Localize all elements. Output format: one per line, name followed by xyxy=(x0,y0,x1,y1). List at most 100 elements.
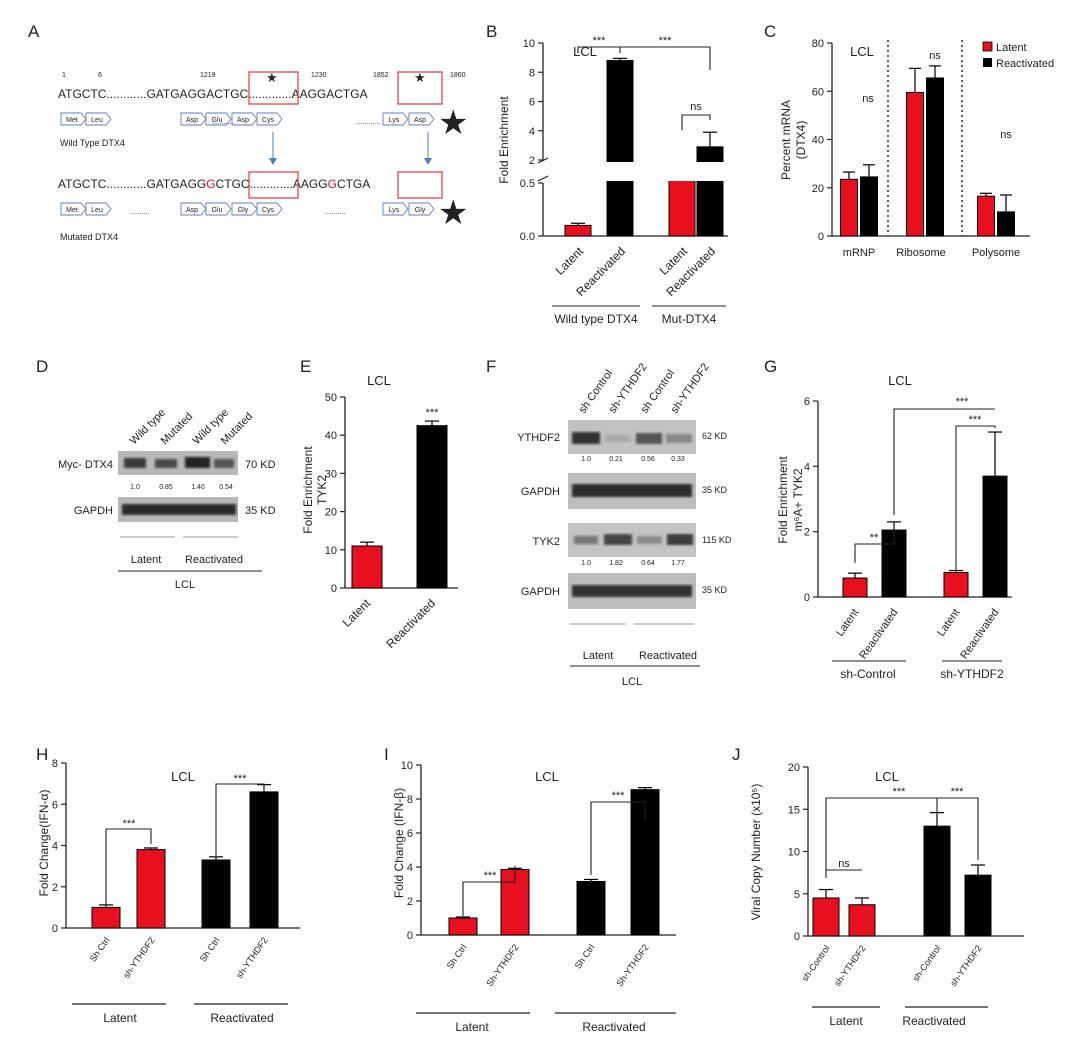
panel-g-ytick-label: 0 xyxy=(804,592,810,604)
wt-amino-acid-row: Met Leu Asp Glu Asp Cys Lys Asp xyxy=(60,112,435,126)
blot-f-group-1: Latent xyxy=(583,650,614,662)
panel-i-bar xyxy=(576,880,606,936)
blot-d-quant: 1.0 xyxy=(130,484,140,491)
panel-j-sig-2: *** xyxy=(893,786,907,798)
wt-aa-label: Asp xyxy=(186,117,198,124)
panel-i-group-1: Latent xyxy=(455,1020,489,1034)
panel-b-group-1: Wild type DTX4 xyxy=(554,312,638,326)
wt-site2-box xyxy=(397,71,443,105)
panel-letter-d: D xyxy=(36,357,48,376)
panel-c-bar xyxy=(860,176,878,237)
panel-c-ytick-label: 80 xyxy=(812,38,824,50)
mut-aa-label: Met xyxy=(66,207,78,214)
panel-h-ytick-label: 4 xyxy=(52,841,58,853)
blot-f-row-label: GAPDH xyxy=(521,486,560,498)
panel-letter-a: A xyxy=(28,22,40,41)
panel-h-xtick-label: sh-YTHDF2 xyxy=(121,935,156,980)
panel-j-xtick-label: sh-YTHDF2 xyxy=(948,943,983,988)
panel-i-ytick-label: 6 xyxy=(407,828,413,840)
panel-e-title: LCL xyxy=(367,373,391,388)
panel-c-title: LCL xyxy=(850,44,874,59)
panel-i-title: LCL xyxy=(535,769,559,784)
blot-d-quant: 0.85 xyxy=(159,484,173,491)
position-6: 6 xyxy=(98,72,102,79)
panel-h-ylabel: Fold Change(IFN-α) xyxy=(37,790,51,897)
position-1: 1 xyxy=(62,72,66,79)
wt-aa-label: Asp xyxy=(237,117,249,124)
panel-g-sig-2: *** xyxy=(969,414,983,426)
panel-j-ytick-label: 15 xyxy=(788,804,800,816)
panel-h-ytick-label: 6 xyxy=(52,799,58,811)
panel-letter-h: H xyxy=(36,745,48,764)
panel-e-ytick-label: 10 xyxy=(325,545,337,557)
mut-aa-chevron xyxy=(231,202,258,216)
panel-g-sig-3: *** xyxy=(956,396,970,408)
legend-reactivated-swatch xyxy=(983,58,992,67)
blot-f-group-2: Reactivated xyxy=(639,650,697,662)
panel-c-ytick-label: 40 xyxy=(812,135,824,147)
panel-j-group-1: Latent xyxy=(829,1014,863,1028)
panel-i-xtick-label: Sh-YTHDF2 xyxy=(484,942,520,988)
wt-aa-chevron xyxy=(382,112,409,126)
panel-e-chart: LCL Fold Enrichment TYK2 0 10 20 30 40 50 Lat… xyxy=(301,373,458,651)
wt-aa-label: Lys xyxy=(389,117,400,124)
panel-b-bar xyxy=(606,60,634,237)
panel-g-ytick-label: 6 xyxy=(804,396,810,408)
panel-b-ytick-label: 6 xyxy=(529,97,535,109)
panel-j-ytick-label: 20 xyxy=(788,762,800,774)
blot-f-lane-label: sh-YTHDF2 xyxy=(669,361,712,415)
blot-f-quant: 1.77 xyxy=(671,560,685,567)
panel-h-ytick-label: 2 xyxy=(52,882,58,894)
blot-d-group-1: Latent xyxy=(131,554,162,566)
panel-c-sig: ns xyxy=(929,50,941,62)
wt-aa-chevron xyxy=(180,112,207,126)
panel-h-bar xyxy=(91,906,121,929)
wt-aa-chevron xyxy=(60,112,87,126)
position-1860: 1860 xyxy=(450,72,466,79)
panel-c-bar xyxy=(926,77,944,237)
panel-b-group-2: Mut-DTX4 xyxy=(662,312,717,326)
wt-aa-chevron xyxy=(85,112,112,126)
blot-f-row-label: GAPDH xyxy=(521,586,560,598)
panel-i-xtick-label: Sh Ctrl xyxy=(445,942,469,970)
panel-i-xtick-label: Sh Ctrl xyxy=(573,942,597,970)
panel-b-bar xyxy=(564,224,592,237)
blot-f-quant: 0.64 xyxy=(641,560,655,567)
mut-aa-label: Asp xyxy=(186,207,198,214)
blot-d-quant: 0.54 xyxy=(219,484,233,491)
legend-latent: Latent xyxy=(996,42,1027,54)
panel-i-ytick-label: 0 xyxy=(407,930,413,942)
panel-e-ytick-label: 0 xyxy=(331,583,337,595)
mutation-arrow-2-head-icon xyxy=(424,158,432,165)
panel-i-ylabel: Fold Change (IFN-β) xyxy=(392,788,406,898)
panel-c-ylabel-1: Percent mRNA xyxy=(779,100,793,180)
blot-f-row-kd: 115 KD xyxy=(702,535,732,545)
panel-letter-i: I xyxy=(384,745,389,764)
panel-c-bar xyxy=(840,178,858,237)
panel-b-bar xyxy=(696,146,724,237)
panel-j-xtick-label: sh-Control xyxy=(800,943,832,983)
panel-j-ytick-label: 0 xyxy=(794,931,800,943)
blot-f-row-kd: 62 KD xyxy=(702,431,728,441)
panel-h-xtick-label: Sh Ctrl xyxy=(198,935,222,963)
panel-e-ylabel-2: TYK2 xyxy=(315,475,329,505)
panel-h-title: LCL xyxy=(171,769,195,784)
blot-d-protein-kd: 70 KD xyxy=(245,459,276,471)
panel-b-sig-3: ns xyxy=(690,101,702,113)
panel-h-sig-2: *** xyxy=(234,773,248,785)
panel-j-bar xyxy=(964,874,992,937)
blot-f-quant: 1.0 xyxy=(581,560,591,567)
wt-sequence: ATGCTC............GATGAGGACTGC..........… xyxy=(58,87,368,101)
panel-b-ytick-label: 0.0 xyxy=(520,231,535,243)
panel-j-group-2: Reactivated xyxy=(902,1014,965,1028)
panel-b-ytick-label: 10 xyxy=(523,38,535,50)
panel-g-xtick-label: Latent xyxy=(834,607,861,639)
wt-site1-box xyxy=(248,71,299,105)
panel-c-sig: ns xyxy=(862,93,874,105)
panel-i-ytick-label: 4 xyxy=(407,862,413,874)
panel-g-chart: LCL Fold Enrichment m⁶A+ TYK2 0 2 4 6 Laten… xyxy=(776,373,1012,681)
panel-h-group-2: Reactivated xyxy=(210,1011,273,1025)
